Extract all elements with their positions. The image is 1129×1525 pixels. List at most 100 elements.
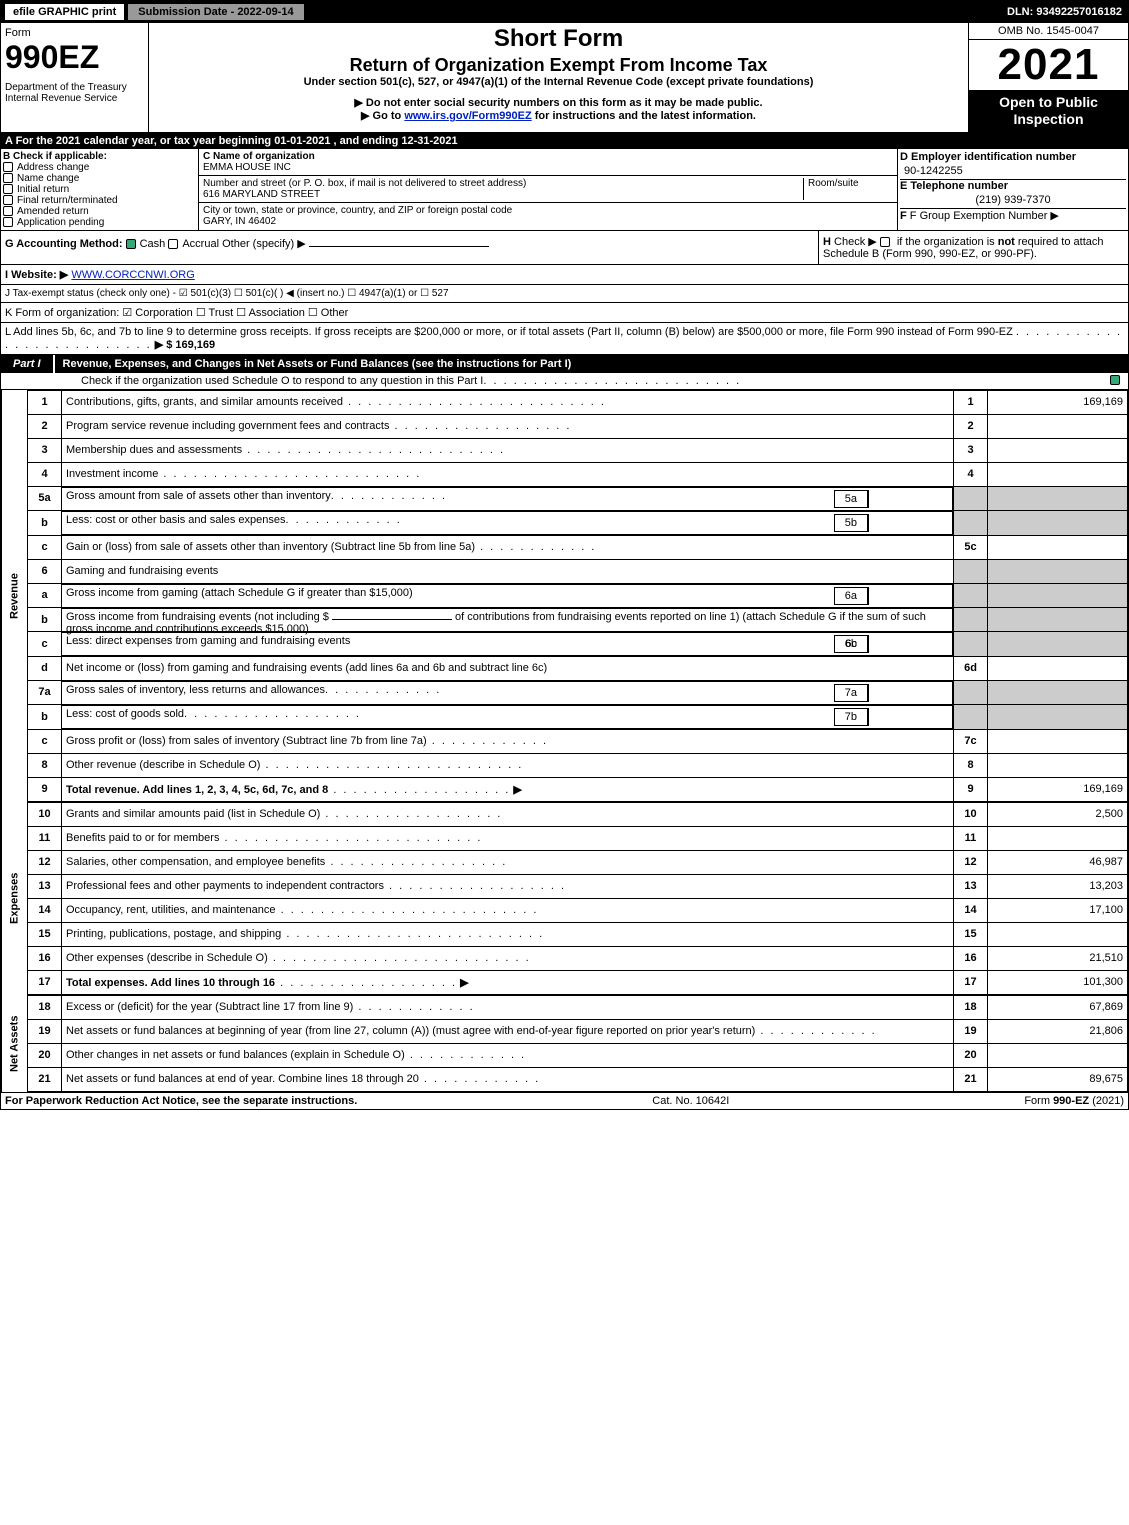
part1-header: Part I Revenue, Expenses, and Changes in… bbox=[1, 355, 1128, 373]
form-label: Form bbox=[5, 27, 144, 39]
line-16: 16Other expenses (describe in Schedule O… bbox=[28, 946, 1128, 970]
footer-left: For Paperwork Reduction Act Notice, see … bbox=[5, 1095, 357, 1107]
line-14: 14Occupancy, rent, utilities, and mainte… bbox=[28, 898, 1128, 922]
line-11: 11Benefits paid to or for members11 bbox=[28, 826, 1128, 850]
org-name-label: C Name of organization bbox=[203, 151, 315, 162]
tel-label: E Telephone number bbox=[900, 180, 1126, 192]
footer-right: Form 990-EZ (2021) bbox=[1024, 1095, 1124, 1107]
line-17: 17Total expenses. Add lines 10 through 1… bbox=[28, 970, 1128, 994]
chk-initial-return[interactable]: Initial return bbox=[3, 184, 196, 195]
line-13: 13Professional fees and other payments t… bbox=[28, 874, 1128, 898]
side-expenses: Expenses bbox=[1, 802, 27, 995]
org-name-value: EMMA HOUSE INC bbox=[203, 162, 291, 173]
tel-value: (219) 939-7370 bbox=[900, 192, 1126, 209]
row-j: J Tax-exempt status (check only one) - ☑… bbox=[1, 285, 1128, 303]
expenses-block: Expenses 10Grants and similar amounts pa… bbox=[1, 802, 1128, 995]
title-short-form: Short Form bbox=[155, 25, 962, 53]
chk-accrual[interactable] bbox=[168, 239, 178, 249]
part1-check-text: Check if the organization used Schedule … bbox=[81, 375, 483, 387]
part1-title: Revenue, Expenses, and Changes in Net As… bbox=[55, 355, 1128, 373]
part1-check-line: Check if the organization used Schedule … bbox=[1, 373, 1128, 390]
top-bar: efile GRAPHIC print Submission Date - 20… bbox=[1, 1, 1128, 23]
form-page: efile GRAPHIC print Submission Date - 20… bbox=[0, 0, 1129, 1110]
submission-date-label: Submission Date - 2022-09-14 bbox=[128, 4, 303, 20]
city-label: City or town, state or province, country… bbox=[203, 205, 512, 216]
line-5c: cGain or (loss) from sale of assets othe… bbox=[28, 535, 1128, 559]
line-6a: aGross income from gaming (attach Schedu… bbox=[28, 583, 1128, 608]
line-6b: bGross income from fundraising events (n… bbox=[28, 608, 1128, 632]
line-5b: bLess: cost or other basis and sales exp… bbox=[28, 511, 1128, 536]
box-def: D Employer identification number 90-1242… bbox=[898, 149, 1128, 230]
box-c: C Name of organization EMMA HOUSE INC Nu… bbox=[199, 149, 898, 230]
street-value: 616 MARYLAND STREET bbox=[203, 189, 320, 200]
chk-amended-return[interactable]: Amended return bbox=[3, 206, 196, 217]
line-7a: 7aGross sales of inventory, less returns… bbox=[28, 680, 1128, 705]
chk-schedule-o[interactable] bbox=[1110, 375, 1120, 385]
line-8: 8Other revenue (describe in Schedule O)8 bbox=[28, 753, 1128, 777]
line-1: 1Contributions, gifts, grants, and simil… bbox=[28, 390, 1128, 414]
dept-label: Department of the Treasury Internal Reve… bbox=[5, 82, 144, 104]
line-21: 21Net assets or fund balances at end of … bbox=[28, 1067, 1128, 1091]
street-label: Number and street (or P. O. box, if mail… bbox=[203, 178, 526, 189]
row-g-label: G Accounting Method: bbox=[5, 238, 123, 250]
title-return: Return of Organization Exempt From Incom… bbox=[155, 55, 962, 76]
line-6c: cLess: direct expenses from gaming and f… bbox=[28, 632, 1128, 657]
website-label: I Website: ▶ bbox=[5, 269, 68, 281]
line-15: 15Printing, publications, postage, and s… bbox=[28, 922, 1128, 946]
net-assets-block: Net Assets 18Excess or (deficit) for the… bbox=[1, 995, 1128, 1092]
row-l-text: L Add lines 5b, 6c, and 7b to line 9 to … bbox=[5, 326, 1013, 338]
ein-label: D Employer identification number bbox=[900, 151, 1126, 163]
chk-address-change[interactable]: Address change bbox=[3, 162, 196, 173]
efile-print-button[interactable]: efile GRAPHIC print bbox=[5, 4, 124, 20]
row-g: G Accounting Method: Cash Accrual Other … bbox=[1, 231, 818, 264]
chk-final-return[interactable]: Final return/terminated bbox=[3, 195, 196, 206]
dln-label: DLN: 93492257016182 bbox=[1007, 6, 1128, 18]
row-k: K Form of organization: ☑ Corporation ☐ … bbox=[1, 303, 1128, 323]
goto-post: for instructions and the latest informat… bbox=[532, 110, 756, 122]
box-b-title: B Check if applicable: bbox=[3, 151, 196, 162]
row-l: L Add lines 5b, 6c, and 7b to line 9 to … bbox=[1, 323, 1128, 355]
ein-value: 90-1242255 bbox=[900, 163, 1126, 180]
chk-schedule-b[interactable] bbox=[880, 237, 890, 247]
footer-cat-no: Cat. No. 10642I bbox=[357, 1095, 1024, 1107]
revenue-table: 1Contributions, gifts, grants, and simil… bbox=[27, 390, 1128, 802]
header-mid: Short Form Return of Organization Exempt… bbox=[149, 23, 968, 132]
irs-link[interactable]: www.irs.gov/Form990EZ bbox=[404, 110, 531, 122]
header-left: Form 990EZ Department of the Treasury In… bbox=[1, 23, 149, 132]
chk-application-pending[interactable]: Application pending bbox=[3, 217, 196, 228]
line-12: 12Salaries, other compensation, and empl… bbox=[28, 850, 1128, 874]
street-row: Number and street (or P. O. box, if mail… bbox=[199, 176, 897, 203]
section-bcd: B Check if applicable: Address change Na… bbox=[1, 149, 1128, 231]
line-9: 9Total revenue. Add lines 1, 2, 3, 4, 5c… bbox=[28, 777, 1128, 801]
side-net-assets: Net Assets bbox=[1, 995, 27, 1092]
line-6: 6Gaming and fundraising events bbox=[28, 559, 1128, 583]
side-revenue: Revenue bbox=[1, 390, 27, 802]
line-3: 3Membership dues and assessments3 bbox=[28, 438, 1128, 462]
line-19: 19Net assets or fund balances at beginni… bbox=[28, 1019, 1128, 1043]
open-to-public: Open to Public Inspection bbox=[969, 90, 1128, 132]
line-7b: bLess: cost of goods sold7b bbox=[28, 705, 1128, 730]
row-a-calendar-year: A For the 2021 calendar year, or tax yea… bbox=[1, 133, 1128, 149]
form-number: 990EZ bbox=[5, 39, 144, 76]
revenue-block: Revenue 1Contributions, gifts, grants, a… bbox=[1, 390, 1128, 802]
row-i: I Website: ▶ WWW.CORCCNWI.ORG bbox=[1, 265, 1128, 285]
website-link[interactable]: WWW.CORCCNWI.ORG bbox=[71, 269, 194, 281]
chk-cash[interactable] bbox=[126, 239, 136, 249]
chk-name-change[interactable]: Name change bbox=[3, 173, 196, 184]
row-h: H Check ▶ if the organization is not req… bbox=[818, 231, 1128, 264]
under-section-text: Under section 501(c), 527, or 4947(a)(1)… bbox=[155, 76, 962, 88]
line-10: 10Grants and similar amounts paid (list … bbox=[28, 802, 1128, 826]
line-20: 20Other changes in net assets or fund ba… bbox=[28, 1043, 1128, 1067]
header-right: OMB No. 1545-0047 2021 Open to Public In… bbox=[968, 23, 1128, 132]
city-row: City or town, state or province, country… bbox=[199, 203, 897, 229]
omb-number: OMB No. 1545-0047 bbox=[969, 23, 1128, 40]
org-name-row: C Name of organization EMMA HOUSE INC bbox=[199, 149, 897, 176]
row-l-amount: ▶ $ 169,169 bbox=[155, 339, 215, 351]
city-value: GARY, IN 46402 bbox=[203, 216, 276, 227]
page-footer: For Paperwork Reduction Act Notice, see … bbox=[1, 1092, 1128, 1109]
ssn-warning: ▶ Do not enter social security numbers o… bbox=[155, 96, 962, 109]
goto-line: ▶ Go to www.irs.gov/Form990EZ for instru… bbox=[155, 109, 962, 122]
line-6d: dNet income or (loss) from gaming and fu… bbox=[28, 656, 1128, 680]
net-assets-table: 18Excess or (deficit) for the year (Subt… bbox=[27, 995, 1128, 1092]
group-exemption-label: F F Group Exemption Number ▶ bbox=[900, 209, 1126, 222]
